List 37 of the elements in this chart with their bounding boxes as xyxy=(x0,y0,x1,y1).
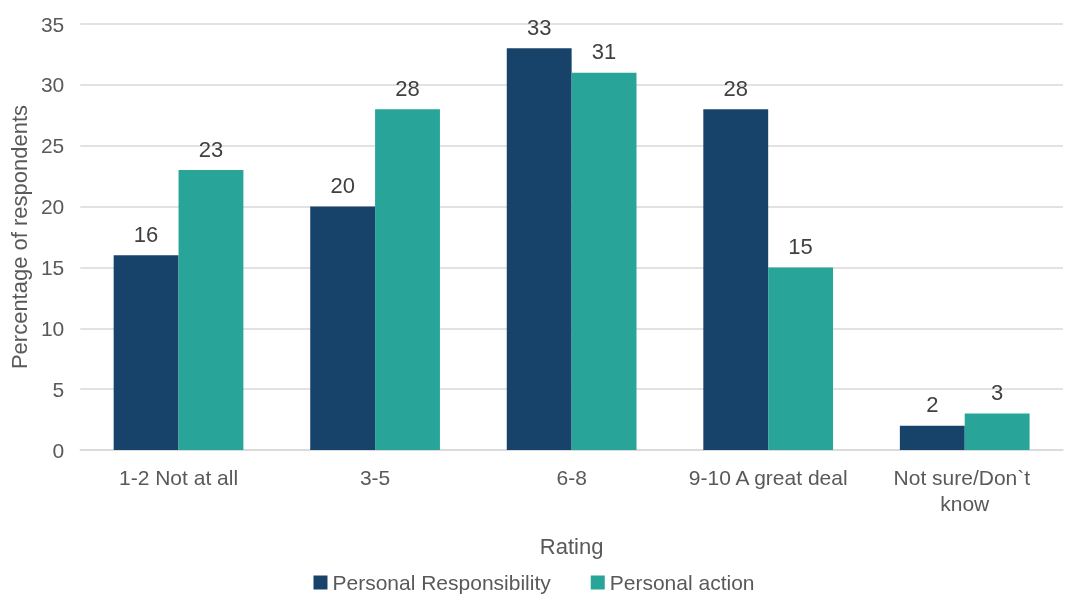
data-label: 2 xyxy=(926,392,939,418)
legend-label: Personal Responsibility xyxy=(332,571,552,594)
y-tick-label: 15 xyxy=(40,255,65,279)
bar xyxy=(178,170,244,450)
y-tick-label: 20 xyxy=(40,195,65,219)
data-label: 31 xyxy=(591,39,617,65)
bar xyxy=(113,255,179,450)
bar xyxy=(703,109,769,450)
y-tick-label: 35 xyxy=(40,12,65,36)
x-tick-label: 6-8 xyxy=(556,465,587,489)
bar xyxy=(768,267,834,450)
bar xyxy=(571,72,637,450)
y-tick-label: 0 xyxy=(52,438,65,462)
data-label: 20 xyxy=(330,173,355,199)
bar xyxy=(310,206,376,450)
y-tick-label: 5 xyxy=(52,377,65,401)
x-tick-label: 9-10 A great deal xyxy=(688,465,848,489)
x-tick-label: Not sure/Don`t know xyxy=(893,465,1036,515)
data-label: 28 xyxy=(723,75,748,101)
bar xyxy=(506,48,572,450)
y-tick-label: 25 xyxy=(40,134,65,158)
data-label: 23 xyxy=(198,136,224,162)
data-label: 3 xyxy=(991,379,1004,405)
y-axis-title: Percentage of respondents xyxy=(6,104,32,370)
data-label: 15 xyxy=(788,233,813,259)
bar xyxy=(899,425,965,450)
x-tick-label: 1-2 Not at all xyxy=(119,465,239,489)
data-label: 16 xyxy=(133,221,159,247)
y-tick-label: 30 xyxy=(40,73,65,97)
x-axis-title: Rating xyxy=(539,533,604,559)
x-tick-label: 3-5 xyxy=(359,465,391,489)
y-tick-label: 10 xyxy=(40,316,65,340)
legend-label: Personal action xyxy=(609,571,755,594)
data-label: 28 xyxy=(395,75,420,101)
bar xyxy=(964,413,1030,450)
data-label: 33 xyxy=(526,14,552,40)
bar xyxy=(375,109,440,450)
